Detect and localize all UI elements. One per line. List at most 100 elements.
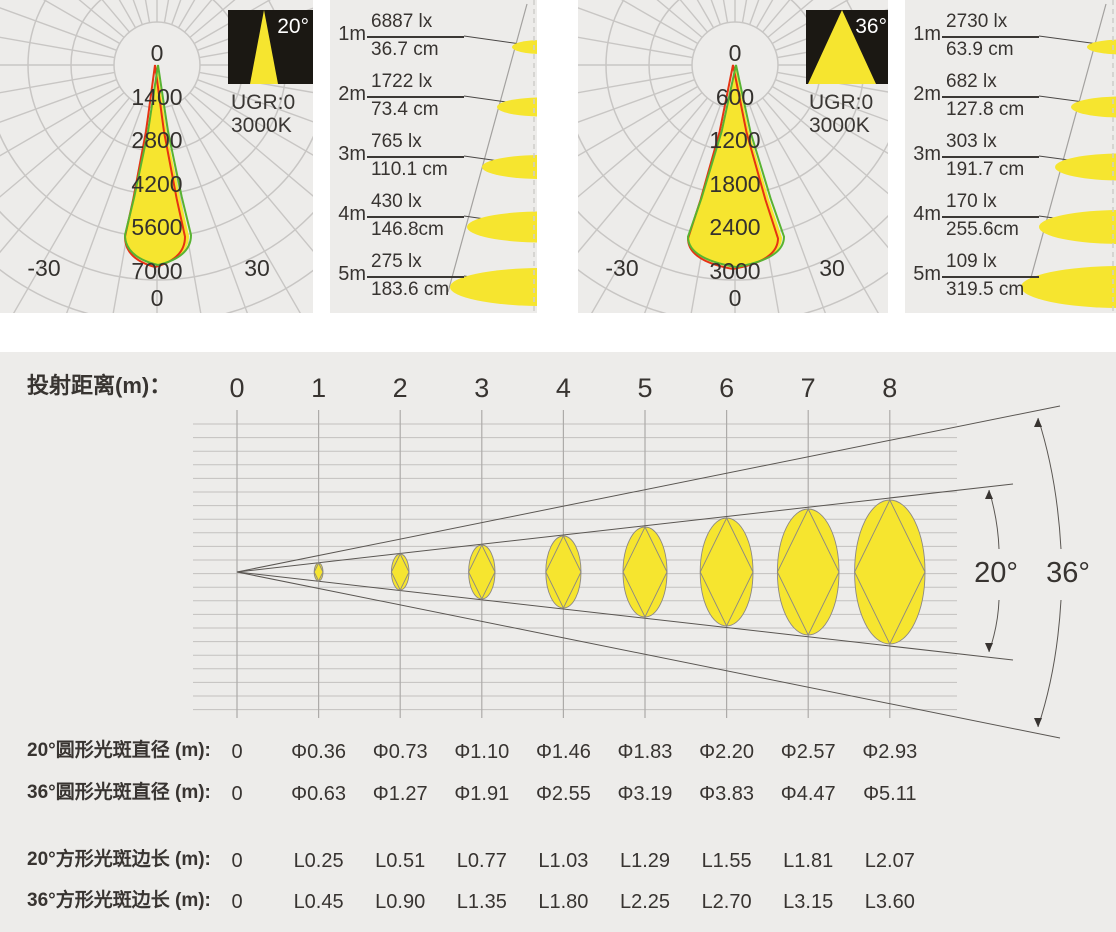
spot-table-row-label: 36°方形光斑边长 (m): bbox=[27, 890, 211, 911]
spot-table-value: Φ1.10 bbox=[454, 741, 510, 763]
distance-tick: 8 bbox=[882, 373, 898, 403]
polar-ring-label: 1200 bbox=[709, 127, 761, 153]
illuminance-table-36: 1m 2730 lx 63.9 cm 2m 682 lx 127.8 cm 3m 303 lx… bbox=[905, 0, 1116, 313]
distance-tick: 6 bbox=[719, 373, 735, 403]
diameter-value: 191.7 cm bbox=[946, 159, 1025, 180]
spot-table-value: L2.70 bbox=[701, 891, 752, 913]
polar-axis-zero-bottom: 0 bbox=[728, 285, 742, 311]
spot-table-value: Φ2.20 bbox=[699, 741, 755, 763]
diameter-value: 73.4 cm bbox=[371, 99, 439, 120]
spot-table-value: L0.77 bbox=[456, 850, 507, 872]
spot-table-value: Φ2.57 bbox=[780, 741, 836, 763]
spot-table-value: Φ0.36 bbox=[291, 741, 347, 763]
spot-table-value: Φ1.83 bbox=[617, 741, 673, 763]
badge-angle-label: 20° bbox=[277, 15, 309, 38]
spot-table-value: Φ1.27 bbox=[372, 783, 428, 805]
beam-angle-badge bbox=[806, 10, 888, 84]
spot-table-row-label: 20°圆形光斑直径 (m): bbox=[27, 740, 211, 761]
polar-ring-label: 1400 bbox=[131, 84, 183, 110]
fraction-bar bbox=[942, 96, 1039, 98]
illuminance-table-20: 1m 6887 lx 36.7 cm 2m 1722 lx 73.4 cm 3m 765 lx… bbox=[330, 0, 537, 313]
fraction-bar bbox=[367, 156, 464, 158]
spot-table-value: L2.07 bbox=[864, 850, 915, 872]
spot-table-value: L1.80 bbox=[538, 891, 589, 913]
spot-table-value: L2.25 bbox=[619, 891, 671, 913]
spot-table-value: L1.35 bbox=[456, 891, 507, 913]
cct-label: 3000K bbox=[231, 114, 292, 137]
polar-ring-label: 5600 bbox=[131, 214, 183, 240]
spot-table-value: Φ1.91 bbox=[454, 783, 510, 805]
spot-table-value: L1.81 bbox=[783, 850, 834, 872]
polar-chart-36: 36° UGR:0 3000K 0 600 1200 1800 2400 3000 0 -30 30 bbox=[578, 0, 888, 313]
spot-table-value: 0 bbox=[231, 741, 243, 763]
distance-tick: 5 bbox=[637, 373, 653, 403]
lux-spots-svg bbox=[447, 0, 537, 313]
distance-label: 3m bbox=[913, 143, 941, 165]
illuminance-value: 682 lx bbox=[946, 71, 997, 92]
spot-table-value: L1.29 bbox=[619, 850, 671, 872]
distance-tick: 2 bbox=[392, 373, 408, 403]
distance-label: 3m bbox=[338, 143, 366, 165]
fraction-bar bbox=[367, 216, 464, 218]
narrow-angle-label: 20° bbox=[974, 557, 1018, 589]
distance-tick: 7 bbox=[800, 373, 816, 403]
diameter-value: 36.7 cm bbox=[371, 39, 439, 60]
distance-tick: 0 bbox=[229, 373, 245, 403]
spot-table-value: Φ1.46 bbox=[535, 741, 591, 763]
spot-table-value: L0.45 bbox=[293, 891, 344, 913]
spot-table-value: Φ4.47 bbox=[780, 783, 836, 805]
spot-table-value: L1.03 bbox=[538, 850, 589, 872]
fraction-bar bbox=[942, 276, 1039, 278]
spot-table-value: L3.60 bbox=[864, 891, 915, 913]
spot-table-value: L3.15 bbox=[783, 891, 834, 913]
distance-label: 1m bbox=[913, 23, 941, 45]
fraction-bar bbox=[942, 216, 1039, 218]
angle-label-left: -30 bbox=[605, 255, 639, 281]
distance-label: 2m bbox=[338, 83, 366, 105]
wide-angle-label: 36° bbox=[1046, 557, 1090, 589]
distance-tick: 1 bbox=[311, 373, 327, 403]
spot-table-value: Φ2.93 bbox=[862, 741, 918, 763]
ugr-label: UGR:0 bbox=[231, 91, 296, 114]
diameter-value: 146.8cm bbox=[371, 219, 444, 240]
illuminance-value: 170 lx bbox=[946, 191, 997, 212]
illuminance-value: 6887 lx bbox=[371, 11, 433, 32]
fraction-bar bbox=[367, 36, 464, 38]
spot-table-value: Φ3.83 bbox=[699, 783, 755, 805]
illuminance-value: 275 lx bbox=[371, 251, 422, 272]
beam-angle-badge-frame: 20° bbox=[228, 10, 313, 84]
polar-chart-20: 20° UGR:0 3000K 0 1400 2800 4200 5600 7000 0 -30 30 bbox=[0, 0, 313, 313]
spot-table-value: L0.90 bbox=[375, 891, 426, 913]
diameter-value: 110.1 cm bbox=[371, 159, 448, 180]
polar-ring-label: 7000 bbox=[131, 258, 183, 284]
polar-ring-label: 600 bbox=[715, 84, 755, 110]
spot-table-value: 0 bbox=[231, 850, 243, 872]
distance-label: 1m bbox=[338, 23, 366, 45]
fraction-bar bbox=[367, 276, 464, 278]
spot-table-value: Φ2.55 bbox=[535, 783, 591, 805]
spot-table-value: L1.55 bbox=[701, 850, 752, 872]
polar-ring-label: 2400 bbox=[709, 214, 761, 240]
spot-table-value: Φ3.19 bbox=[617, 783, 673, 805]
polar-axis-zero-bottom: 0 bbox=[150, 285, 164, 311]
spot-table-value: L0.51 bbox=[375, 850, 426, 872]
distance-label: 4m bbox=[338, 203, 366, 225]
polar-ring-label: 1800 bbox=[709, 171, 761, 197]
spot-table-value: L0.25 bbox=[293, 850, 344, 872]
fraction-bar bbox=[942, 156, 1039, 158]
distance-label: 2m bbox=[913, 83, 941, 105]
illuminance-value: 430 lx bbox=[371, 191, 422, 212]
beam-angle-badge bbox=[228, 10, 313, 84]
polar-ring-label: 2800 bbox=[131, 127, 183, 153]
beam-cone-svg bbox=[193, 405, 1062, 739]
spot-table-value: 0 bbox=[231, 891, 243, 913]
illuminance-value: 2730 lx bbox=[946, 11, 1008, 32]
projection-distance-header: 投射距离(m)： bbox=[27, 373, 172, 398]
illuminance-value: 765 lx bbox=[371, 131, 422, 152]
diameter-value: 63.9 cm bbox=[946, 39, 1014, 60]
distance-tick: 3 bbox=[474, 373, 490, 403]
cct-label: 3000K bbox=[809, 114, 870, 137]
distance-label: 5m bbox=[913, 263, 941, 285]
diameter-value: 183.6 cm bbox=[371, 279, 450, 300]
